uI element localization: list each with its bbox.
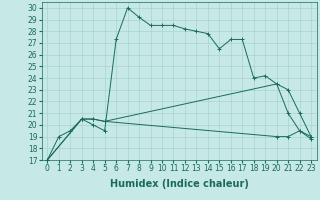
X-axis label: Humidex (Indice chaleur): Humidex (Indice chaleur) [110,179,249,189]
